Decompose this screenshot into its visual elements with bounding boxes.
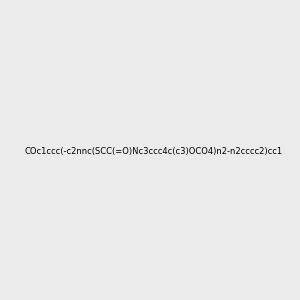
Text: COc1ccc(-c2nnc(SCC(=O)Nc3ccc4c(c3)OCO4)n2-n2cccc2)cc1: COc1ccc(-c2nnc(SCC(=O)Nc3ccc4c(c3)OCO4)n…	[25, 147, 283, 156]
